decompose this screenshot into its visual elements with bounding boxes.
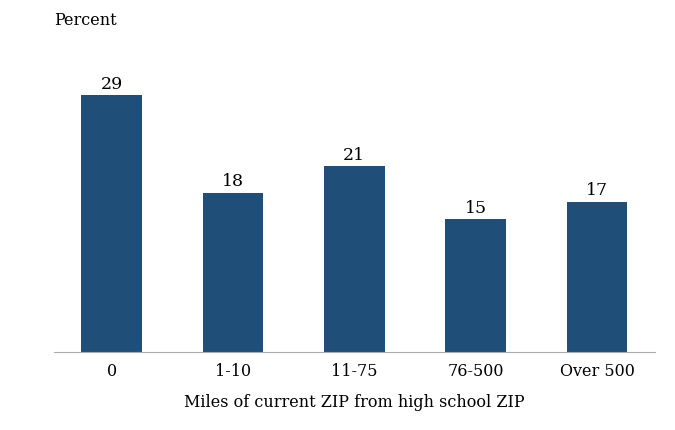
Text: Percent: Percent (54, 12, 117, 29)
Text: 17: 17 (586, 181, 608, 199)
Text: 15: 15 (464, 199, 487, 216)
X-axis label: Miles of current ZIP from high school ZIP: Miles of current ZIP from high school ZI… (184, 393, 524, 410)
Bar (567, 202, 628, 353)
Text: 21: 21 (344, 146, 365, 163)
Bar (324, 167, 385, 353)
Bar (202, 193, 263, 353)
Text: 18: 18 (222, 173, 244, 190)
Bar (81, 96, 142, 353)
Bar (446, 220, 506, 353)
Text: 29: 29 (101, 75, 123, 92)
